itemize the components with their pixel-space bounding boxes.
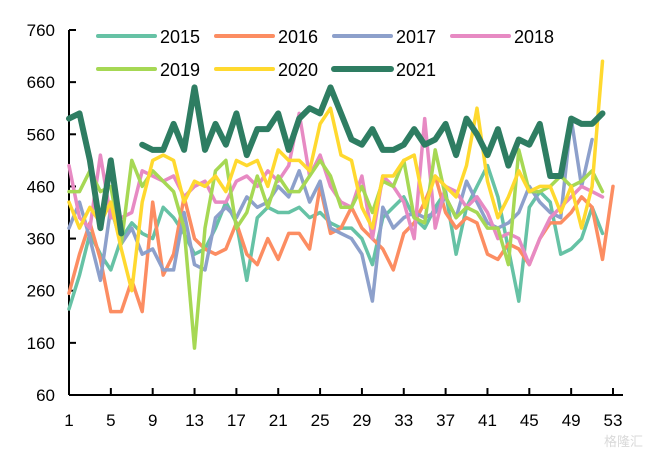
x-tick-label: 5 — [106, 411, 115, 430]
x-tick-label: 37 — [436, 411, 455, 430]
legend-label-2017: 2017 — [396, 27, 436, 47]
x-tick-label: 21 — [269, 411, 288, 430]
y-tick-label: 60 — [36, 386, 55, 405]
x-tick-label: 29 — [352, 411, 371, 430]
series-line-2016 — [67, 174, 615, 314]
series-line-2015 — [67, 163, 605, 311]
x-tick-label: 1 — [64, 411, 73, 430]
legend-label-2016: 2016 — [278, 27, 318, 47]
y-tick-label: 260 — [27, 282, 55, 301]
x-tick-label: 25 — [311, 411, 330, 430]
y-tick-label: 660 — [27, 73, 55, 92]
legend: 2015 2016 2017 2018 2019 2020 2021 — [96, 27, 554, 80]
y-tick-label: 360 — [27, 230, 55, 249]
y-tick-label: 460 — [27, 177, 55, 196]
y-tick-label: 560 — [27, 125, 55, 144]
legend-label-2021: 2021 — [396, 60, 436, 80]
x-tick-label: 45 — [520, 411, 539, 430]
x-tick-label: 33 — [394, 411, 413, 430]
x-tick-label: 9 — [148, 411, 157, 430]
y-tick-label: 160 — [27, 334, 55, 353]
x-tick-label: 13 — [185, 411, 204, 430]
series-line-2017 — [67, 116, 594, 303]
series-group — [66, 59, 615, 350]
series-line-2021 — [66, 84, 606, 237]
series-line-2019 — [67, 148, 605, 350]
legend-label-2015: 2015 — [160, 27, 200, 47]
x-tick-label: 41 — [478, 411, 497, 430]
axes: 60 160 260 360 460 560 660 760 1 5 9 13 17 21 25 29 33 37… — [27, 21, 623, 430]
legend-label-2019: 2019 — [160, 60, 200, 80]
legend-label-2018: 2018 — [514, 27, 554, 47]
watermark: 格隆汇 — [603, 435, 643, 450]
x-tick-label: 49 — [562, 411, 581, 430]
y-tick-label: 760 — [27, 21, 55, 40]
x-tick-label: 53 — [604, 411, 623, 430]
legend-label-2020: 2020 — [278, 60, 318, 80]
x-tick-label: 17 — [227, 411, 246, 430]
series-line-2020 — [67, 59, 605, 293]
